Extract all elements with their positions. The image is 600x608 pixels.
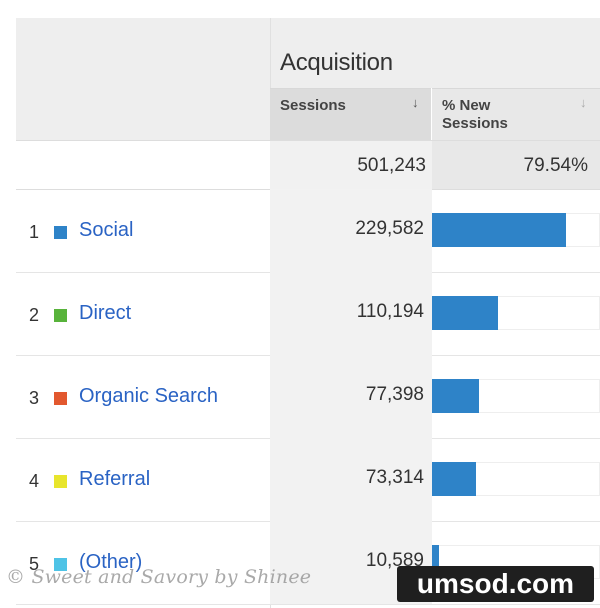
- pct-new-sessions-header-label: % New Sessions: [442, 97, 508, 133]
- pct-new-sessions-column-header[interactable]: % New Sessions ↓: [432, 88, 600, 141]
- totals-pct-new-value: 79.54%: [523, 155, 588, 176]
- sessions-column-header[interactable]: Sessions ↓: [270, 88, 431, 141]
- row-sessions-value: 77,398: [365, 384, 424, 405]
- row-sessions-value: 229,582: [355, 218, 424, 239]
- pct-new-bar: [432, 462, 476, 496]
- pct-new-bar: [432, 379, 479, 413]
- totals-row: 501,243 79.54%: [16, 140, 600, 190]
- row-index: 4: [29, 471, 40, 491]
- sort-down-arrow-icon[interactable]: ↓: [412, 95, 419, 110]
- totals-sessions-cell: 501,243: [270, 141, 432, 189]
- sort-down-arrow-icon[interactable]: ↓: [580, 95, 587, 110]
- copyright-watermark: © Sweet and Savory by Shinee: [6, 566, 312, 588]
- site-badge: umsod.com: [397, 566, 594, 602]
- pct-new-bar: [432, 213, 566, 247]
- channel-color-swatch: [54, 558, 67, 571]
- header-group-area: [270, 18, 600, 88]
- row-sessions-value: 10,589: [365, 550, 424, 571]
- channel-color-swatch: [54, 475, 67, 488]
- pct-new-bar: [432, 296, 498, 330]
- header-blank-area: [16, 18, 270, 140]
- channel-link[interactable]: Referral: [79, 468, 151, 490]
- channel-color-swatch: [54, 309, 67, 322]
- row-index: 2: [29, 305, 40, 325]
- table-row: 4 Referral 73,314: [16, 438, 600, 522]
- channel-link[interactable]: Direct: [79, 302, 132, 324]
- table-row: 1 Social 229,582: [16, 189, 600, 273]
- table-row: 3 Organic Search 77,398: [16, 355, 600, 439]
- row-index: 1: [29, 222, 40, 242]
- totals-sessions-value: 501,243: [357, 155, 426, 176]
- pct-new-sessions-header-line2: Sessions: [442, 115, 508, 132]
- sessions-header-label: Sessions: [280, 97, 346, 114]
- channel-link[interactable]: Social: [79, 219, 134, 241]
- pct-new-bar: [432, 545, 439, 579]
- totals-pct-new-cell: 79.54%: [432, 141, 600, 189]
- pct-new-sessions-header-line1: % New: [442, 97, 491, 114]
- channel-color-swatch: [54, 226, 67, 239]
- acquisition-group-title: Acquisition: [280, 49, 393, 76]
- row-index: 5: [29, 554, 40, 574]
- acquisition-report-table: Acquisition Sessions ↓ % New Sessions ↓ …: [16, 18, 600, 608]
- channel-link[interactable]: Organic Search: [79, 385, 218, 407]
- table-row: 2 Direct 110,194: [16, 272, 600, 356]
- row-sessions-value: 110,194: [356, 301, 424, 322]
- row-sessions-value: 73,314: [365, 467, 424, 488]
- channel-color-swatch: [54, 392, 67, 405]
- row-index: 3: [29, 388, 40, 408]
- channel-link[interactable]: (Other): [79, 551, 143, 573]
